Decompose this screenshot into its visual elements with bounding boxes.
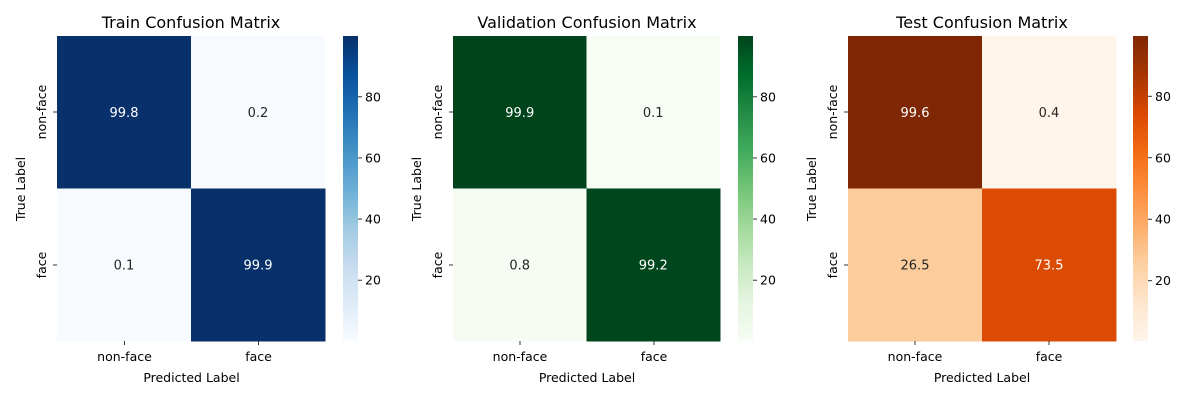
test-x-axis-label: Predicted Label xyxy=(934,370,1030,385)
test-cell-annotations: 99.6 0.4 26.5 73.5 xyxy=(901,106,1064,274)
test-chart-title: Test Confusion Matrix xyxy=(895,13,1068,32)
train-x-axis-label: Predicted Label xyxy=(143,370,239,385)
validation-colorbar-tick-label-60: 60 xyxy=(760,150,776,165)
validation-y-axis-label: True Label xyxy=(409,157,424,222)
validation-cell-face-face xyxy=(586,188,721,342)
test-colorbar-tick-label-40: 40 xyxy=(1155,212,1171,227)
train-x-tick-label-non-face: non-face xyxy=(97,349,152,364)
test-cell-value-face-non-face: 26.5 xyxy=(901,258,930,273)
test-cell-value-non-face-face: 0.4 xyxy=(1039,106,1060,121)
validation-cell-value-face-non-face: 0.8 xyxy=(509,258,530,273)
train-y-axis-label: True Label xyxy=(13,157,28,222)
train-heatmap-cells xyxy=(57,36,326,342)
test-heatmap-cells xyxy=(848,36,1117,342)
train-cell-annotations: 99.8 0.2 0.1 99.9 xyxy=(110,106,273,274)
test-axes: non-face face non-face face Predicted La… xyxy=(804,84,1063,385)
test-y-tick-label-non-face: non-face xyxy=(825,84,840,139)
train-colorbar-tick-label-60: 60 xyxy=(365,150,381,165)
test-cell-value-face-face: 73.5 xyxy=(1035,258,1064,273)
test-confusion-matrix-panel: Test Confusion Matrix 99.6 0.4 26.5 73.5 no… xyxy=(804,13,1171,385)
train-x-tick-label-face: face xyxy=(245,349,272,364)
validation-chart-title: Validation Confusion Matrix xyxy=(477,13,696,32)
train-axes: non-face face non-face face Predicted La… xyxy=(13,84,272,385)
train-cell-value-non-face-face: 0.2 xyxy=(248,106,269,121)
validation-colorbar: 20 40 60 80 xyxy=(738,36,776,341)
test-cell-face-non-face xyxy=(848,188,983,342)
train-chart-title: Train Confusion Matrix xyxy=(101,13,281,32)
train-cell-value-non-face-non-face: 99.8 xyxy=(110,106,139,121)
train-colorbar: 20 40 60 80 xyxy=(343,36,381,341)
train-colorbar-tick-label-20: 20 xyxy=(365,273,381,288)
test-colorbar-tick-label-80: 80 xyxy=(1155,89,1171,104)
validation-cell-value-non-face-non-face: 99.9 xyxy=(505,106,534,121)
train-y-tick-label-face: face xyxy=(34,251,49,278)
train-colorbar-gradient xyxy=(343,36,358,341)
test-x-tick-label-face: face xyxy=(1036,349,1063,364)
validation-colorbar-gradient xyxy=(738,36,753,341)
test-colorbar-tick-label-60: 60 xyxy=(1155,150,1171,165)
validation-y-tick-label-non-face: non-face xyxy=(430,84,445,139)
train-colorbar-tick-label-40: 40 xyxy=(365,212,381,227)
train-cell-value-face-face: 99.9 xyxy=(244,258,273,273)
test-colorbar-gradient xyxy=(1133,36,1148,341)
validation-x-tick-label-non-face: non-face xyxy=(493,349,548,364)
train-cell-non-face-non-face xyxy=(57,36,192,189)
test-colorbar-tick-label-20: 20 xyxy=(1155,273,1171,288)
test-cell-value-non-face-non-face: 99.6 xyxy=(901,106,930,121)
validation-axes: non-face face non-face face Predicted La… xyxy=(409,84,668,385)
validation-cell-non-face-non-face xyxy=(453,36,587,189)
validation-cell-value-non-face-face: 0.1 xyxy=(643,106,664,121)
validation-cell-annotations: 99.9 0.1 0.8 99.2 xyxy=(505,106,667,274)
test-y-tick-label-face: face xyxy=(825,251,840,278)
train-cell-non-face-face xyxy=(191,36,326,189)
validation-colorbar-tick-label-20: 20 xyxy=(760,273,776,288)
train-cell-value-face-non-face: 0.1 xyxy=(114,258,135,273)
validation-cell-face-non-face xyxy=(453,188,587,342)
test-cell-non-face-non-face xyxy=(848,36,983,189)
test-cell-face-face xyxy=(982,188,1117,342)
test-x-tick-label-non-face: non-face xyxy=(888,349,943,364)
validation-heatmap-cells xyxy=(453,36,721,342)
validation-colorbar-tick-label-40: 40 xyxy=(760,212,776,227)
validation-x-axis-label: Predicted Label xyxy=(539,370,635,385)
validation-cell-value-face-face: 99.2 xyxy=(639,258,668,273)
validation-y-tick-label-face: face xyxy=(430,251,445,278)
validation-colorbar-tick-label-80: 80 xyxy=(760,89,776,104)
train-confusion-matrix-panel: Train Confusion Matrix 99.8 0.2 0.1 99.9 no… xyxy=(13,13,381,385)
train-cell-face-non-face xyxy=(57,188,192,342)
test-y-axis-label: True Label xyxy=(804,157,819,222)
train-colorbar-tick-label-80: 80 xyxy=(365,89,381,104)
validation-cell-non-face-face xyxy=(586,36,721,189)
validation-confusion-matrix-panel: Validation Confusion Matrix 99.9 0.10.8 99… xyxy=(409,13,776,385)
train-cell-face-face xyxy=(191,188,326,342)
validation-x-tick-label-face: face xyxy=(641,349,668,364)
test-cell-non-face-face xyxy=(982,36,1117,189)
train-y-tick-label-non-face: non-face xyxy=(34,84,49,139)
test-colorbar: 20 40 60 80 xyxy=(1133,36,1171,341)
